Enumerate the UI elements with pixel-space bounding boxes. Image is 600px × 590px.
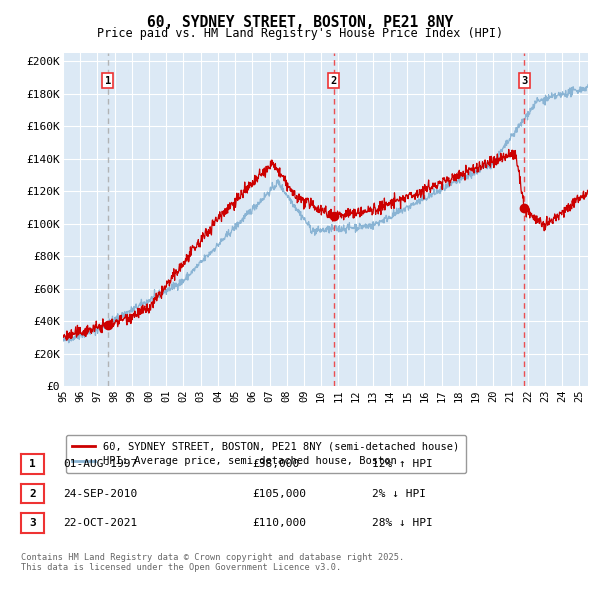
Text: 12% ↑ HPI: 12% ↑ HPI (372, 460, 433, 469)
Text: 1: 1 (104, 76, 111, 86)
Legend: 60, SYDNEY STREET, BOSTON, PE21 8NY (semi-detached house), HPI: Average price, s: 60, SYDNEY STREET, BOSTON, PE21 8NY (sem… (65, 435, 466, 473)
Text: 2% ↓ HPI: 2% ↓ HPI (372, 489, 426, 499)
Text: Contains HM Land Registry data © Crown copyright and database right 2025.: Contains HM Land Registry data © Crown c… (21, 553, 404, 562)
Text: 28% ↓ HPI: 28% ↓ HPI (372, 519, 433, 528)
Text: £105,000: £105,000 (252, 489, 306, 499)
Text: This data is licensed under the Open Government Licence v3.0.: This data is licensed under the Open Gov… (21, 563, 341, 572)
Text: 24-SEP-2010: 24-SEP-2010 (63, 489, 137, 499)
Text: 3: 3 (521, 76, 527, 86)
Text: £110,000: £110,000 (252, 519, 306, 528)
Text: 1: 1 (29, 459, 36, 469)
Text: Price paid vs. HM Land Registry's House Price Index (HPI): Price paid vs. HM Land Registry's House … (97, 27, 503, 40)
Text: 01-AUG-1997: 01-AUG-1997 (63, 460, 137, 469)
Text: 2: 2 (29, 489, 36, 499)
Text: £38,000: £38,000 (252, 460, 299, 469)
Text: 60, SYDNEY STREET, BOSTON, PE21 8NY: 60, SYDNEY STREET, BOSTON, PE21 8NY (147, 15, 453, 30)
Text: 22-OCT-2021: 22-OCT-2021 (63, 519, 137, 528)
Text: 3: 3 (29, 518, 36, 528)
Text: 2: 2 (331, 76, 337, 86)
